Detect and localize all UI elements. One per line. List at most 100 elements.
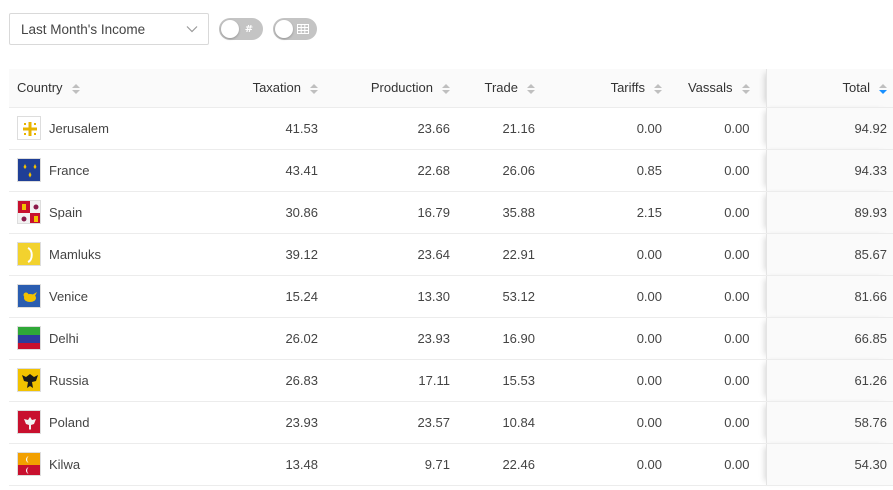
country-cell: France — [9, 149, 199, 191]
country-name: Spain — [49, 205, 82, 220]
delhi-tricolor-flag-icon — [17, 326, 41, 350]
taxation-cell: 13.48 — [199, 443, 342, 485]
column-header-vassals[interactable]: Vassals — [672, 69, 766, 107]
sort-icon[interactable] — [527, 84, 535, 94]
country-cell: Spain — [9, 191, 199, 233]
taxation-cell: 30.86 — [199, 191, 342, 233]
column-header-taxation[interactable]: Taxation — [199, 69, 342, 107]
country-name: France — [49, 163, 89, 178]
sort-icon[interactable] — [442, 84, 450, 94]
vassals-cell: 0.00 — [672, 191, 766, 233]
table-body: Jerusalem 41.53 23.66 21.16 0.00 0.00 94.92 Fra… — [9, 107, 893, 485]
trade-cell: 16.90 — [480, 317, 560, 359]
table-row[interactable]: Delhi 26.02 23.93 16.90 0.00 0.00 66.85 — [9, 317, 893, 359]
table-row[interactable]: Jerusalem 41.53 23.66 21.16 0.00 0.00 94.92 — [9, 107, 893, 149]
taxation-cell: 26.83 — [199, 359, 342, 401]
period-select-value: Last Month's Income — [21, 22, 145, 37]
jerusalem-cross-flag-icon — [17, 116, 41, 140]
trade-cell: 26.06 — [480, 149, 560, 191]
vassals-cell: 0.00 — [672, 233, 766, 275]
spain-quartered-flag-icon — [17, 200, 41, 224]
total-cell: 85.67 — [766, 233, 893, 275]
table-row[interactable]: France 43.41 22.68 26.06 0.85 0.00 94.33 — [9, 149, 893, 191]
country-name: Jerusalem — [49, 121, 109, 136]
sort-icon[interactable] — [72, 84, 80, 94]
table-row[interactable]: Spain 30.86 16.79 35.88 2.15 0.00 89.93 — [9, 191, 893, 233]
tariffs-cell: 0.00 — [560, 359, 672, 401]
country-name: Delhi — [49, 331, 79, 346]
vassals-cell: 0.00 — [672, 401, 766, 443]
table-row[interactable]: Kilwa 13.48 9.71 22.46 0.00 0.00 54.30 — [9, 443, 893, 485]
total-cell: 94.92 — [766, 107, 893, 149]
france-fleur-de-lis-flag-icon — [17, 158, 41, 182]
mamluks-crescent-flag-icon — [17, 242, 41, 266]
vassals-cell: 0.00 — [672, 317, 766, 359]
toggle-table-switch[interactable] — [273, 18, 317, 40]
tariffs-cell: 0.00 — [560, 401, 672, 443]
tariffs-cell: 0.00 — [560, 275, 672, 317]
total-cell: 66.85 — [766, 317, 893, 359]
production-cell: 22.68 — [342, 149, 480, 191]
trade-cell: 15.53 — [480, 359, 560, 401]
trade-cell: 22.91 — [480, 233, 560, 275]
poland-eagle-flag-icon — [17, 410, 41, 434]
production-cell: 23.93 — [342, 317, 480, 359]
table-row[interactable]: Poland 23.93 23.57 10.84 0.00 0.00 58.76 — [9, 401, 893, 443]
vassals-cell: 0.00 — [672, 107, 766, 149]
table-row[interactable]: Mamluks 39.12 23.64 22.91 0.00 0.00 85.67 — [9, 233, 893, 275]
country-name: Venice — [49, 289, 88, 304]
toggle-numbers-switch[interactable]: # — [219, 18, 263, 40]
tariffs-cell: 0.00 — [560, 317, 672, 359]
production-cell: 17.11 — [342, 359, 480, 401]
production-cell: 13.30 — [342, 275, 480, 317]
production-cell: 23.64 — [342, 233, 480, 275]
toolbar: Last Month's Income # — [9, 13, 317, 45]
sort-icon[interactable] — [742, 84, 750, 94]
taxation-cell: 39.12 — [199, 233, 342, 275]
total-cell: 58.76 — [766, 401, 893, 443]
trade-cell: 22.46 — [480, 443, 560, 485]
sort-icon[interactable] — [310, 84, 318, 94]
table-row[interactable]: Russia 26.83 17.11 15.53 0.00 0.00 61.26 — [9, 359, 893, 401]
column-header-tariffs[interactable]: Tariffs — [560, 69, 672, 107]
toggle-knob — [221, 20, 239, 38]
vassals-cell: 0.00 — [672, 443, 766, 485]
table-row[interactable]: Venice 15.24 13.30 53.12 0.00 0.00 81.66 — [9, 275, 893, 317]
tariffs-cell: 2.15 — [560, 191, 672, 233]
taxation-cell: 41.53 — [199, 107, 342, 149]
column-header-production[interactable]: Production — [342, 69, 480, 107]
hash-icon: # — [242, 22, 256, 36]
country-name: Kilwa — [49, 457, 80, 472]
tariffs-cell: 0.00 — [560, 233, 672, 275]
production-cell: 9.71 — [342, 443, 480, 485]
period-select[interactable]: Last Month's Income — [9, 13, 209, 45]
production-cell: 23.57 — [342, 401, 480, 443]
taxation-cell: 23.93 — [199, 401, 342, 443]
total-cell: 89.93 — [766, 191, 893, 233]
vassals-cell: 0.00 — [672, 149, 766, 191]
country-cell: Kilwa — [9, 443, 199, 485]
sort-icon[interactable] — [654, 84, 662, 94]
country-cell: Mamluks — [9, 233, 199, 275]
country-cell: Delhi — [9, 317, 199, 359]
total-cell: 61.26 — [766, 359, 893, 401]
venice-lion-flag-icon — [17, 284, 41, 308]
total-cell: 54.30 — [766, 443, 893, 485]
toggle-knob — [275, 20, 293, 38]
vassals-cell: 0.00 — [672, 359, 766, 401]
country-cell: Jerusalem — [9, 107, 199, 149]
vassals-cell: 0.00 — [672, 275, 766, 317]
grid-icon — [296, 22, 310, 36]
country-cell: Venice — [9, 275, 199, 317]
chevron-down-icon — [186, 23, 198, 35]
taxation-cell: 15.24 — [199, 275, 342, 317]
column-header-trade[interactable]: Trade — [480, 69, 560, 107]
sort-icon-active[interactable] — [879, 84, 887, 94]
tariffs-cell: 0.00 — [560, 443, 672, 485]
column-header-country[interactable]: Country — [9, 69, 199, 107]
column-header-total[interactable]: Total — [766, 69, 893, 107]
trade-cell: 21.16 — [480, 107, 560, 149]
trade-cell: 53.12 — [480, 275, 560, 317]
taxation-cell: 43.41 — [199, 149, 342, 191]
kilwa-crescent-flag-icon — [17, 452, 41, 476]
